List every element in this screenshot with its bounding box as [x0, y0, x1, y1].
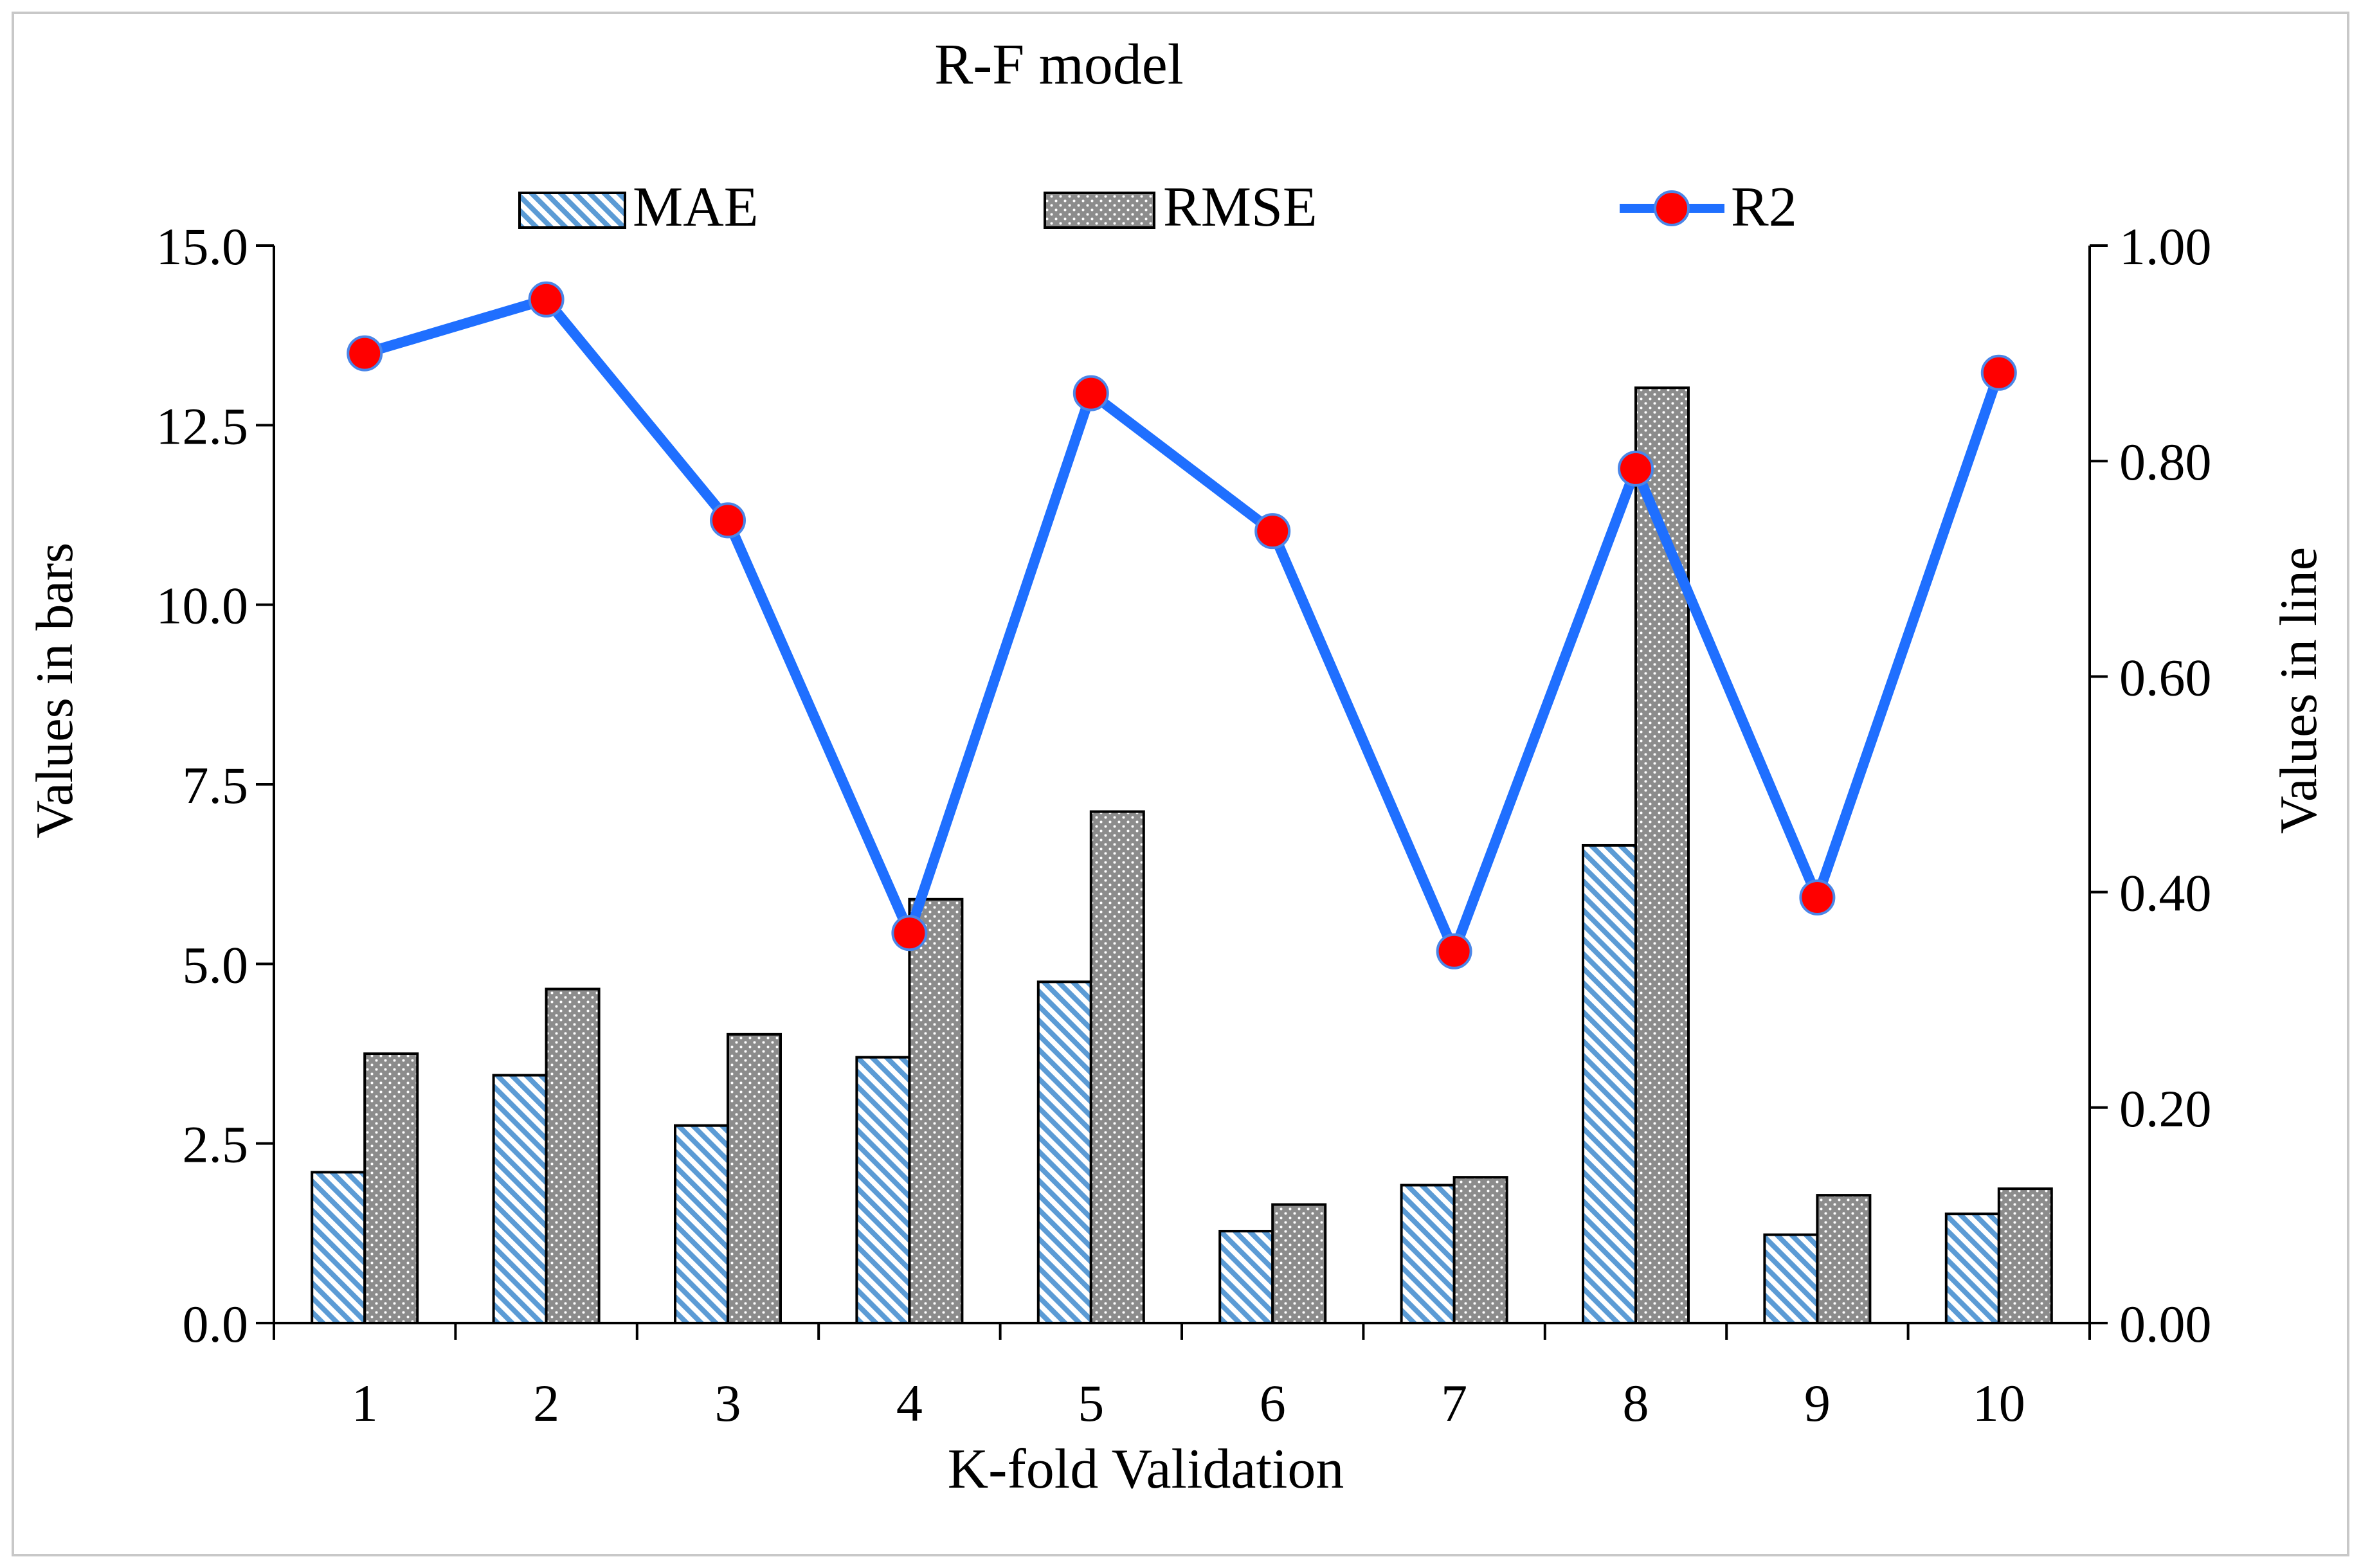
y-left-tick-label: 12.5 — [156, 397, 249, 455]
x-tick-label: 2 — [533, 1374, 559, 1432]
x-tick-label: 7 — [1441, 1374, 1467, 1432]
bar-mae — [1400, 1184, 1456, 1325]
chart-svg: R-F model MAE RMSE R2 Values in bars Val… — [25, 33, 2328, 1500]
y-axis-right-title: Values in line — [2269, 547, 2328, 834]
x-tick-label: 3 — [715, 1374, 741, 1432]
bar-mae — [492, 1074, 548, 1325]
x-axis-title: K-fold Validation — [948, 1438, 1344, 1500]
legend: MAE RMSE R2 — [518, 176, 1797, 239]
bar-rmse — [727, 1032, 782, 1325]
y-right-tick-label: 0.60 — [2119, 648, 2212, 707]
bar-rmse — [1452, 1176, 1508, 1324]
x-tick-label: 6 — [1260, 1374, 1286, 1432]
bar-mae — [1218, 1229, 1274, 1324]
x-tick-label: 10 — [1973, 1374, 2025, 1432]
r2-point — [347, 335, 383, 372]
bar-rmse — [1997, 1187, 2053, 1325]
r2-point — [1254, 513, 1291, 550]
y-left-tick-label: 10.0 — [156, 577, 249, 635]
r2-point — [1618, 450, 1654, 487]
y-axis-left-title: Values in bars — [25, 543, 84, 838]
y-left-tick-label: 5.0 — [183, 935, 249, 994]
bar-mae — [311, 1171, 366, 1324]
r2-line-group — [347, 281, 2017, 969]
y-left-tick-label: 7.5 — [183, 756, 249, 815]
x-tick-label: 4 — [896, 1374, 923, 1432]
bars-group — [311, 386, 2053, 1325]
x-tick-label: 9 — [1804, 1374, 1831, 1432]
r2-line — [363, 294, 2004, 957]
legend-rmse-label: RMSE — [1163, 176, 1317, 239]
y-left-tick-label: 15.0 — [156, 217, 249, 276]
bar-rmse — [908, 897, 964, 1324]
y-right-tick-label: 0.20 — [2119, 1079, 2212, 1138]
chart-title: R-F model — [934, 33, 1184, 96]
y-right-tick-label: 0.40 — [2119, 864, 2212, 923]
bar-rmse — [363, 1052, 419, 1324]
r2-point — [1072, 375, 1109, 411]
y-left-tick-label: 2.5 — [183, 1115, 249, 1174]
y-right-tick-label: 1.00 — [2119, 217, 2212, 276]
chart-frame: R-F model MAE RMSE R2 Values in bars Val… — [12, 12, 2349, 1556]
r2-point — [710, 502, 746, 539]
legend-mae-label: MAE — [633, 176, 759, 239]
bar-rmse — [1271, 1203, 1327, 1325]
axes-group — [273, 246, 2091, 1324]
bar-mae — [674, 1124, 729, 1324]
legend-rmse-swatch — [1044, 192, 1155, 229]
legend-mae-swatch — [518, 192, 626, 229]
y-axis-right-ticks: 0.00 0.20 0.40 0.60 0.80 1.00 — [2090, 217, 2212, 1353]
y-right-tick-label: 0.80 — [2119, 433, 2212, 491]
bar-rmse — [1816, 1194, 1872, 1324]
legend-r2-marker — [1654, 190, 1690, 226]
bar-mae — [1036, 980, 1092, 1325]
x-tick-label: 1 — [352, 1374, 378, 1432]
x-tick-label: 8 — [1623, 1374, 1649, 1432]
bar-rmse — [1089, 810, 1145, 1324]
r2-point — [1436, 933, 1472, 969]
x-tick-label: 5 — [1078, 1374, 1104, 1432]
y-left-tick-label: 0.0 — [183, 1295, 249, 1353]
bar-rmse — [545, 987, 601, 1324]
bar-mae — [1582, 843, 1637, 1325]
y-right-tick-label: 0.00 — [2119, 1295, 2212, 1353]
bar-mae — [1763, 1233, 1819, 1324]
x-axis-ticks: 1 2 3 4 5 6 7 8 9 10 — [273, 1323, 2091, 1432]
r2-point — [528, 281, 565, 318]
y-axis-left-ticks: 0.0 2.5 5.0 7.5 10.0 12.5 15.0 — [156, 217, 274, 1353]
r2-point — [1980, 354, 2017, 391]
bar-mae — [855, 1056, 911, 1324]
r2-point — [891, 915, 928, 951]
bar-mae — [1944, 1212, 2000, 1324]
r2-point — [1799, 879, 1836, 915]
legend-r2-label: R2 — [1731, 176, 1797, 239]
